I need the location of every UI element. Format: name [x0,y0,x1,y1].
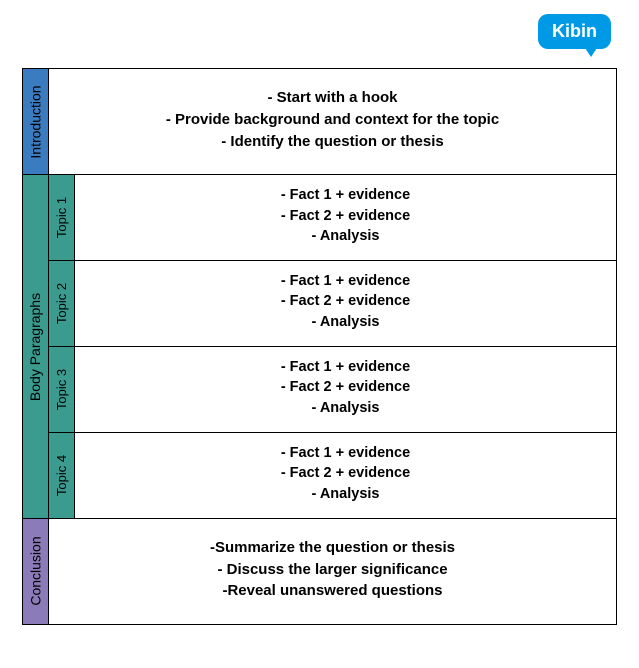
topic-content: - Fact 1 + evidence- Fact 2 + evidence- … [75,347,616,432]
conclusion-line: -Reveal unanswered questions [59,580,606,602]
topic-line: - Fact 1 + evidence [85,443,606,463]
body-label: Body Paragraphs [23,175,49,518]
conclusion-line: - Discuss the larger significance [59,559,606,581]
topic-row: Topic 4 - Fact 1 + evidence- Fact 2 + evi… [49,433,616,518]
intro-label: Introduction [23,69,49,174]
logo: Kibin [538,14,611,49]
logo-text: Kibin [552,21,597,41]
topic-label: Topic 2 [49,261,75,346]
topic-row: Topic 3 - Fact 1 + evidence- Fact 2 + evi… [49,347,616,433]
topic-row: Topic 1 - Fact 1 + evidence- Fact 2 + evi… [49,175,616,261]
section-conclusion: Conclusion -Summarize the question or th… [23,519,616,625]
intro-line: - Provide background and context for the… [59,109,606,131]
topic-label: Topic 1 [49,175,75,260]
topic-line: - Analysis [85,312,606,332]
topic-line: - Fact 2 + evidence [85,377,606,397]
topic-label-text: Topic 3 [54,369,69,410]
topic-label-text: Topic 1 [54,197,69,238]
topic-line: - Fact 1 + evidence [85,357,606,377]
topic-content: - Fact 1 + evidence- Fact 2 + evidence- … [75,175,616,260]
topic-label-text: Topic 4 [54,455,69,496]
intro-line: - Start with a hook [59,87,606,109]
conclusion-label-text: Conclusion [28,537,44,606]
topic-label: Topic 3 [49,347,75,432]
topic-line: - Analysis [85,398,606,418]
topic-line: - Fact 2 + evidence [85,463,606,483]
conclusion-label: Conclusion [23,519,49,624]
topic-label: Topic 4 [49,433,75,518]
topic-content: - Fact 1 + evidence- Fact 2 + evidence- … [75,261,616,346]
topic-line: - Fact 2 + evidence [85,206,606,226]
topic-content: - Fact 1 + evidence- Fact 2 + evidence- … [75,433,616,518]
topic-row: Topic 2 - Fact 1 + evidence- Fact 2 + evi… [49,261,616,347]
intro-content: - Start with a hook - Provide background… [49,69,616,174]
conclusion-line: -Summarize the question or thesis [59,537,606,559]
conclusion-body: -Summarize the question or thesis - Disc… [49,519,616,624]
essay-outline: Introduction - Start with a hook - Provi… [22,68,617,625]
topic-line: - Fact 1 + evidence [85,271,606,291]
topic-line: - Fact 2 + evidence [85,291,606,311]
section-body-paragraphs: Body Paragraphs Topic 1 - Fact 1 + eviden… [23,175,616,519]
topics-container: Topic 1- Fact 1 + evidence- Fact 2 + evi… [49,175,616,518]
conclusion-content: -Summarize the question or thesis - Disc… [49,519,616,624]
topic-line: - Analysis [85,226,606,246]
topic-line: - Fact 1 + evidence [85,185,606,205]
body-label-text: Body Paragraphs [28,292,44,400]
intro-line: - Identify the question or thesis [59,131,606,153]
topic-label-text: Topic 2 [54,283,69,324]
section-introduction: Introduction - Start with a hook - Provi… [23,69,616,175]
logo-bubble: Kibin [538,14,611,49]
intro-label-text: Introduction [28,85,44,158]
topic-line: - Analysis [85,484,606,504]
intro-body: - Start with a hook - Provide background… [49,69,616,174]
